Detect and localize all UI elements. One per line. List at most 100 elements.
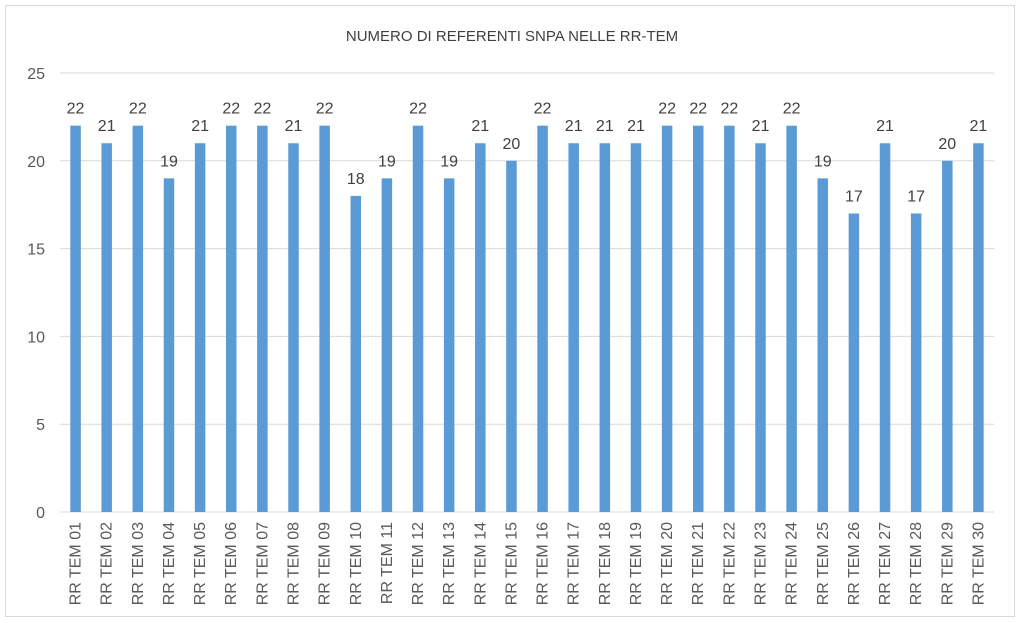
bar <box>973 143 984 513</box>
data-label: 21 <box>876 118 894 135</box>
data-label: 22 <box>783 101 801 118</box>
x-tick-label: RR TEM 27 <box>877 522 894 605</box>
data-label: 21 <box>471 118 489 135</box>
data-labels: 22 21 22 19 21 22 22 21 22 18 19 22 19 21 20 22 21 21 21 22… <box>67 101 988 206</box>
bar <box>132 125 144 513</box>
x-tick-label: RR TEM 20 <box>659 522 676 605</box>
bar <box>225 125 237 513</box>
data-label: 19 <box>160 153 178 170</box>
bar <box>942 160 953 513</box>
data-label: 22 <box>222 101 240 118</box>
y-tick-label: 5 <box>36 417 45 434</box>
data-label: 22 <box>689 101 707 118</box>
x-tick-label: RR TEM 01 <box>68 522 85 605</box>
data-label: 21 <box>970 118 988 135</box>
data-label: 22 <box>253 101 271 118</box>
bar <box>692 125 704 513</box>
bar <box>786 125 797 513</box>
x-tick-label: RR TEM 23 <box>753 522 770 605</box>
data-label: 22 <box>316 101 334 118</box>
x-tick-label: RR TEM 13 <box>441 522 458 605</box>
data-label: 20 <box>503 136 521 153</box>
x-tick-label: RR TEM 10 <box>348 522 365 605</box>
x-tick-label: RR TEM 29 <box>939 522 956 605</box>
data-label: 22 <box>534 101 552 118</box>
bar <box>879 143 891 513</box>
data-label: 21 <box>565 118 583 135</box>
x-tick-label: RR TEM 18 <box>597 522 614 605</box>
x-tick-label: RR TEM 14 <box>472 522 489 605</box>
data-label: 17 <box>907 188 925 205</box>
bar <box>257 125 268 513</box>
x-tick-label: RR TEM 16 <box>535 522 552 605</box>
x-tick-label: RR TEM 17 <box>566 522 583 605</box>
y-tick-label: 0 <box>36 505 45 522</box>
y-tick-label: 20 <box>27 154 45 171</box>
bar <box>101 143 112 513</box>
x-tick-label: RR TEM 26 <box>846 522 863 605</box>
x-tick-label: RR TEM 19 <box>628 522 645 605</box>
bar <box>381 178 393 513</box>
x-tick-label: RR TEM 09 <box>317 522 334 605</box>
x-tick-label: RR TEM 06 <box>223 522 240 605</box>
data-label: 21 <box>627 118 645 135</box>
data-label: 22 <box>67 101 85 118</box>
bar <box>475 143 486 513</box>
y-axis: 0 5 10 15 20 25 <box>27 66 45 522</box>
x-tick-label: RR TEM 25 <box>815 522 832 605</box>
x-tick-label: RR TEM 22 <box>721 522 738 605</box>
x-tick-label: RR TEM 30 <box>970 522 987 605</box>
bar <box>288 143 299 513</box>
bar <box>163 178 175 513</box>
bar <box>537 125 548 513</box>
x-axis: RR TEM 01 RR TEM 02 RR TEM 03 RR TEM 04 RR T… <box>68 522 988 605</box>
x-tick-label: RR TEM 05 <box>192 522 209 605</box>
bar <box>319 125 330 513</box>
bar <box>599 143 611 513</box>
data-label: 19 <box>814 153 832 170</box>
bar <box>412 125 424 513</box>
x-tick-label: RR TEM 02 <box>99 522 116 605</box>
x-tick-label: RR TEM 24 <box>784 522 801 605</box>
data-label: 19 <box>440 153 458 170</box>
x-tick-label: RR TEM 21 <box>690 522 707 605</box>
gridlines <box>60 72 994 513</box>
y-tick-label: 15 <box>27 242 45 259</box>
bar <box>630 143 642 513</box>
y-tick-label: 10 <box>27 329 45 346</box>
data-label: 21 <box>596 118 614 135</box>
data-label: 22 <box>409 101 427 118</box>
bar <box>443 178 455 513</box>
data-label: 18 <box>347 171 365 188</box>
bar <box>661 125 673 513</box>
data-label: 20 <box>938 136 956 153</box>
data-label: 22 <box>720 101 738 118</box>
data-label: 21 <box>285 118 303 135</box>
y-tick-label: 25 <box>27 66 45 83</box>
x-tick-label: RR TEM 07 <box>254 522 271 605</box>
bar <box>568 143 579 513</box>
bar <box>755 143 766 513</box>
data-label: 22 <box>129 101 147 118</box>
chart-title: NUMERO DI REFERENTI SNPA NELLE RR-TEM <box>346 28 678 45</box>
x-tick-label: RR TEM 08 <box>286 522 303 605</box>
bar <box>910 213 922 513</box>
data-label: 22 <box>658 101 676 118</box>
x-tick-label: RR TEM 04 <box>161 522 178 605</box>
bar <box>817 178 829 513</box>
x-tick-label: RR TEM 03 <box>130 522 147 605</box>
bar <box>506 160 517 513</box>
data-label: 19 <box>378 153 396 170</box>
x-tick-label: RR TEM 12 <box>410 522 427 605</box>
data-label: 21 <box>98 118 116 135</box>
data-label: 21 <box>191 118 209 135</box>
bar <box>350 195 362 513</box>
bar <box>70 125 81 513</box>
x-tick-label: RR TEM 28 <box>908 522 925 605</box>
data-label: 21 <box>752 118 770 135</box>
bar <box>848 213 860 513</box>
bar <box>194 143 206 513</box>
data-label: 17 <box>845 188 863 205</box>
x-tick-label: RR TEM 15 <box>503 522 520 605</box>
